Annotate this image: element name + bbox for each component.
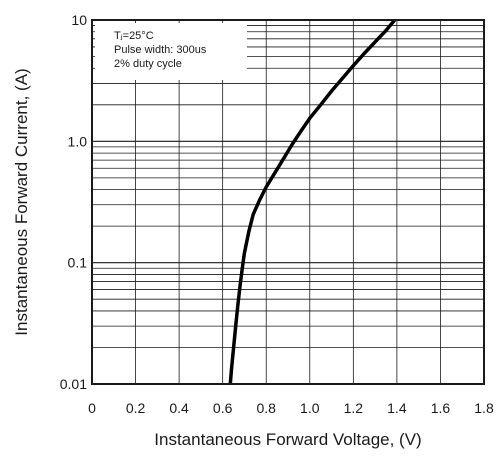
y-tick-label: 10 bbox=[71, 12, 87, 28]
plot-frame bbox=[91, 19, 485, 385]
x-axis-title: Instantaneous Forward Voltage, (V) bbox=[154, 430, 421, 449]
x-tick-label: 1.0 bbox=[300, 400, 320, 416]
grid bbox=[92, 20, 484, 384]
plot-line bbox=[228, 18, 397, 385]
y-tick-label: 0.1 bbox=[68, 255, 88, 271]
series-line bbox=[228, 18, 397, 385]
y-tick-label: 0.01 bbox=[60, 376, 87, 392]
x-tick-labels: 0 0.2 0.4 0.6 0.8 1.0 1.2 1.4 1.6 1.8 bbox=[88, 400, 494, 416]
annotation-line: Tⱼ=25°C bbox=[114, 30, 154, 42]
annotation-background bbox=[95, 23, 247, 80]
x-tick-label: 1.6 bbox=[431, 400, 451, 416]
conditions-annotation: Tⱼ=25°C Pulse width: 300us 2% duty cycle bbox=[95, 23, 247, 80]
x-tick-label: 1.8 bbox=[474, 400, 494, 416]
y-axis-title: Instantaneous Forward Current, (A) bbox=[12, 68, 31, 335]
x-tick-label: 0 bbox=[88, 400, 96, 416]
annotation-line: 2% duty cycle bbox=[114, 58, 182, 70]
y-tick-label: 1.0 bbox=[68, 133, 88, 149]
x-tick-label: 1.2 bbox=[344, 400, 364, 416]
x-tick-label: 0.6 bbox=[213, 400, 233, 416]
annotation-line: Pulse width: 300us bbox=[114, 44, 207, 56]
x-tick-label: 0.2 bbox=[126, 400, 146, 416]
x-tick-label: 0.8 bbox=[256, 400, 276, 416]
x-tick-label: 0.4 bbox=[169, 400, 189, 416]
y-tick-labels: 0.01 0.1 1.0 10 bbox=[60, 12, 87, 392]
x-tick-label: 1.4 bbox=[387, 400, 407, 416]
